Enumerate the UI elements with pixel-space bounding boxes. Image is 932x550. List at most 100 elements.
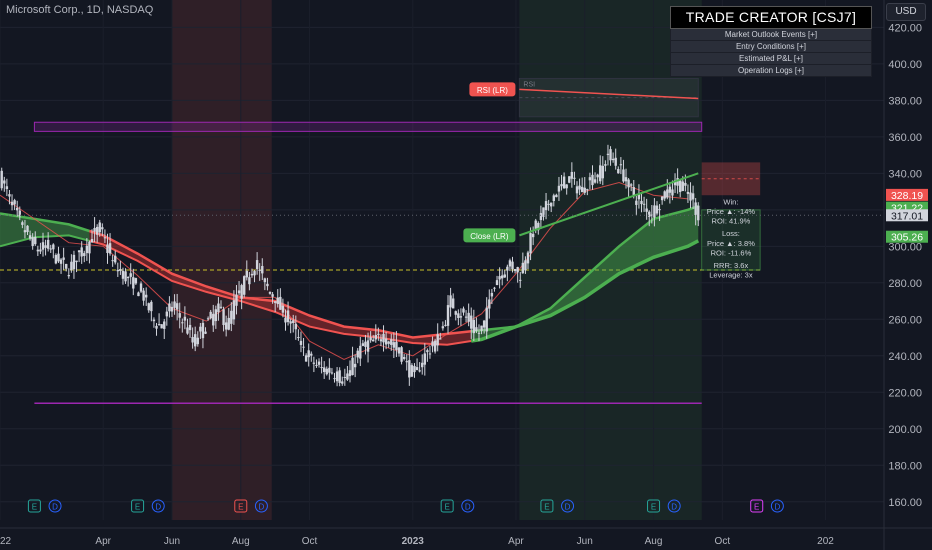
close-lr-line — [519, 172, 699, 237]
candle-body — [328, 367, 331, 373]
candle-body — [0, 170, 3, 189]
rsi-lr-label: RSI (LR) — [477, 86, 508, 95]
candle-body — [508, 260, 512, 267]
candle-body — [655, 205, 659, 214]
candle-body — [609, 149, 612, 161]
candle-body — [369, 337, 372, 341]
candle-body — [106, 244, 109, 253]
candle-body — [531, 233, 535, 238]
candle-body — [248, 277, 251, 285]
panel-row-operation-logs[interactable]: Operation Logs [+] — [670, 65, 872, 77]
candle-body — [116, 269, 120, 272]
candle-body — [186, 327, 189, 334]
event-marker-label: D — [465, 503, 471, 512]
candle-body — [18, 210, 21, 217]
candle-body — [44, 245, 47, 248]
x-tick-label: Jun — [164, 536, 180, 547]
candle-body — [65, 263, 68, 269]
candle-body — [436, 334, 439, 346]
candle-body — [142, 290, 145, 301]
candle-body — [689, 192, 692, 201]
candle-body — [266, 283, 269, 287]
x-tick-label: Apr — [508, 536, 524, 547]
currency-button[interactable]: USD — [886, 3, 926, 21]
candle-body — [168, 303, 171, 312]
candle-body — [294, 323, 298, 330]
candle-body — [673, 180, 677, 186]
event-marker-label: E — [444, 503, 449, 512]
panel-title: TRADE CREATOR [CSJ7] — [670, 6, 872, 29]
trade-creator-panel: TRADE CREATOR [CSJ7] Market Outlook Even… — [670, 6, 872, 77]
candle-body — [604, 164, 607, 166]
upper-band-line — [471, 205, 699, 333]
candle-body — [395, 341, 398, 350]
candle-body — [544, 201, 548, 211]
price-tag-label: 328.19 — [891, 190, 923, 202]
candle-body — [230, 310, 233, 324]
candle-body — [46, 239, 50, 249]
candle-body — [402, 357, 406, 359]
earnings-event-marker — [750, 499, 764, 513]
x-tick-label: Apr — [95, 536, 111, 547]
candle-body — [464, 316, 468, 318]
candle-body — [477, 332, 481, 334]
candle-body — [170, 306, 174, 312]
lower-band-line — [0, 234, 90, 248]
candle-body — [684, 182, 687, 186]
candle-body — [101, 227, 104, 230]
candle-body — [629, 184, 633, 186]
candle-body — [511, 261, 514, 270]
candle-body — [119, 269, 122, 271]
candle-body — [449, 295, 452, 308]
panel-row-market-outlook[interactable]: Market Outlook Events [+] — [670, 29, 872, 41]
candle-body — [650, 214, 654, 216]
candle-body — [325, 368, 328, 375]
candle-body — [271, 294, 274, 297]
candle-body — [534, 220, 537, 229]
candle-body — [506, 266, 509, 271]
candle-body — [694, 202, 697, 216]
candle-body — [426, 350, 429, 353]
panel-row-estimated-pnl[interactable]: Estimated P&L [+] — [670, 53, 872, 65]
candle-body — [624, 177, 628, 182]
candle-body — [5, 186, 9, 190]
rsi-box-label: RSI — [523, 81, 535, 88]
candle-body — [165, 311, 169, 317]
trade-box-text: Leverage: 3x — [709, 271, 753, 280]
candle-body — [3, 180, 6, 184]
candle-body — [400, 347, 403, 362]
candle-body — [28, 235, 32, 239]
candle-body — [219, 306, 223, 308]
candle-body — [52, 244, 55, 250]
candle-body — [614, 157, 617, 166]
y-tick-label: 240.00 — [888, 351, 922, 363]
candle-body — [54, 254, 58, 264]
candle-body — [457, 313, 460, 319]
candle-body — [524, 260, 527, 271]
candle-body — [173, 301, 176, 308]
candle-body — [157, 324, 161, 326]
band-fill-bull — [471, 206, 699, 342]
candle-body — [441, 326, 445, 329]
candle-body — [454, 311, 457, 315]
bullish-period-shade — [519, 0, 702, 520]
candle-body — [232, 300, 236, 320]
candle-body — [421, 362, 424, 368]
candle-body — [139, 283, 143, 292]
x-tick-label: Aug — [232, 536, 250, 547]
candle-body — [622, 169, 625, 182]
candle-body — [263, 278, 267, 283]
candle-body — [611, 158, 615, 161]
candle-body — [467, 312, 470, 322]
symbol-title: Microsoft Corp., 1D, NASDAQ — [6, 4, 154, 16]
candle-body — [356, 350, 359, 358]
candle-body — [160, 324, 163, 329]
candle-body — [209, 311, 212, 319]
candle-body — [599, 165, 602, 182]
candle-body — [83, 253, 86, 256]
event-marker-label: E — [135, 503, 140, 512]
candle-body — [353, 363, 357, 368]
panel-row-entry-conditions[interactable]: Entry Conditions [+] — [670, 41, 872, 53]
candle-body — [98, 222, 101, 233]
